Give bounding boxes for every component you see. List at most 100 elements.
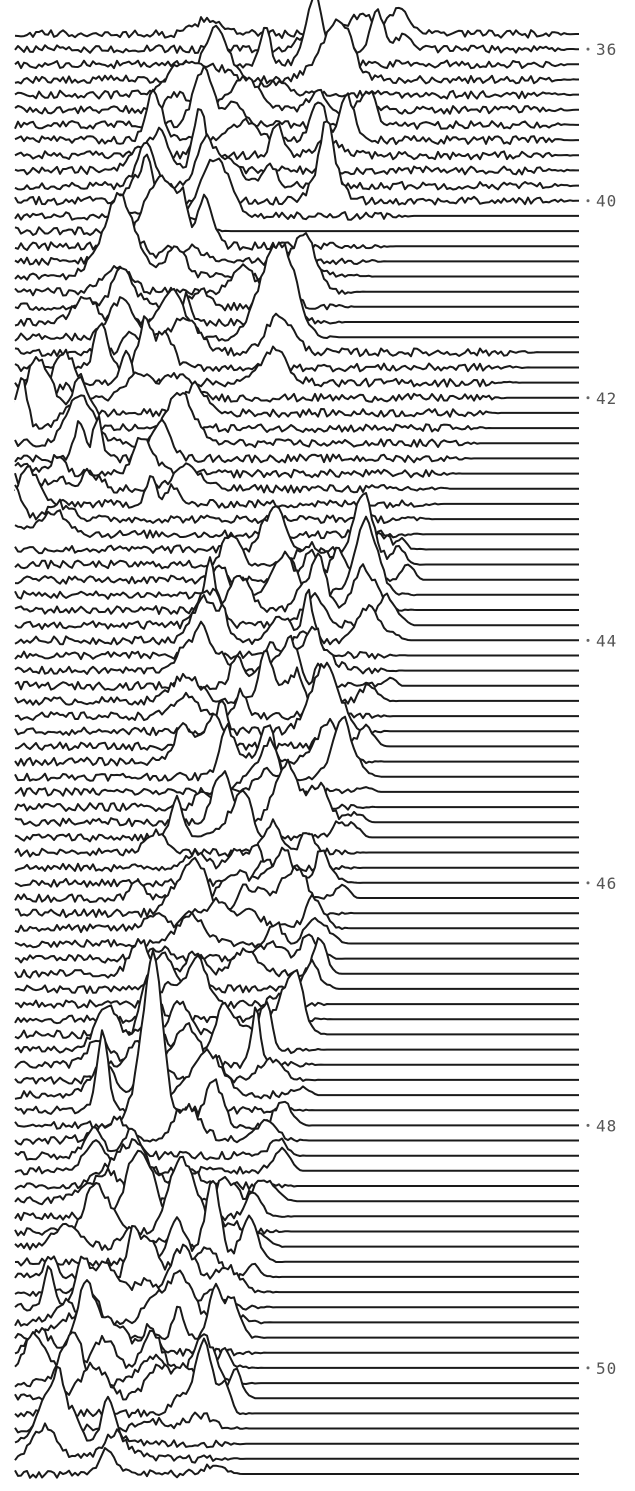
trace-fill: [15, 516, 579, 599]
trace-line: [14, 893, 579, 934]
trace-fill: [15, 553, 579, 614]
trace-line: [14, 1126, 579, 1161]
trace-line: [14, 634, 579, 691]
trace-line: [14, 315, 579, 373]
trace-line: [14, 505, 579, 555]
trace-fill: [15, 240, 579, 266]
trace-fill: [15, 650, 579, 705]
trace-fill: [15, 61, 579, 99]
trace-fill: [15, 466, 579, 508]
trace-line: [14, 1102, 579, 1146]
tick-labels-group: 36 40 42 44 46 48 50: [586, 40, 617, 1378]
trace-line: [14, 462, 579, 494]
trace-fill: [15, 955, 579, 1009]
tick-mark: [586, 47, 590, 51]
trace-fill: [15, 1150, 579, 1221]
tick-mark: [586, 396, 590, 400]
trace-line: [14, 0, 579, 70]
trace-line: [14, 391, 579, 449]
trace-line: [14, 933, 579, 964]
trace-line: [14, 587, 579, 630]
trace-line: [14, 1361, 579, 1403]
trace-line: [14, 1447, 579, 1479]
trace-line: [14, 133, 579, 191]
trace-line: [14, 758, 579, 828]
trace-line: [14, 1139, 579, 1176]
traces-group: [14, 0, 579, 1479]
trace-fill: [15, 724, 579, 751]
trace-fill: [15, 109, 579, 175]
trace-fill: [15, 493, 579, 569]
trace-line: [14, 484, 579, 524]
trace-line: [14, 75, 579, 115]
trace-line: [14, 843, 579, 873]
trace-line: [14, 65, 579, 130]
y-tick-label: 36: [596, 40, 617, 59]
trace-fill: [15, 588, 579, 630]
trace-line: [14, 1167, 579, 1206]
trace-fill: [15, 233, 579, 296]
trace-fill: [15, 316, 579, 372]
trace-line: [14, 509, 579, 540]
trace-line: [14, 60, 579, 100]
y-tick-label: 42: [596, 389, 617, 408]
trace-line: [14, 1180, 579, 1267]
trace-line: [14, 414, 579, 464]
trace-fill: [15, 894, 579, 933]
y-tick-label: 46: [596, 874, 617, 893]
trace-fill: [15, 242, 579, 342]
trace-fill: [15, 635, 579, 690]
trace-line: [14, 687, 579, 722]
y-tick-label: 48: [596, 1116, 617, 1135]
trace-line: [14, 6, 579, 39]
trace-line: [14, 661, 579, 737]
trace-fill: [15, 1139, 579, 1190]
trace-line: [14, 552, 579, 615]
trace-line: [14, 1365, 579, 1449]
tick-mark: [586, 881, 590, 885]
tick-mark: [586, 199, 590, 203]
trace-line: [14, 1029, 579, 1115]
trace-line: [14, 356, 579, 418]
y-tick-label: 44: [596, 631, 617, 650]
trace-fill: [15, 934, 579, 963]
trace-line: [14, 712, 579, 767]
trace-fill: [15, 175, 579, 251]
trace-fill: [15, 1407, 579, 1433]
trace-line: [14, 1138, 579, 1191]
trace-line: [14, 1001, 579, 1055]
trace-fill: [15, 819, 579, 857]
trace-fill: [15, 857, 579, 918]
trace-fill: [15, 1103, 579, 1145]
trace-line: [14, 1211, 579, 1251]
trace-line: [14, 377, 579, 434]
trace-line: [14, 465, 579, 509]
trace-line: [14, 122, 579, 161]
trace-fill: [15, 89, 579, 145]
trace-line: [14, 1279, 579, 1358]
trace-line: [14, 1422, 579, 1464]
trace-line: [14, 8, 579, 55]
trace-fill: [15, 1244, 579, 1297]
trace-line: [14, 911, 579, 949]
trace-line: [14, 492, 579, 570]
trace-fill: [15, 506, 579, 554]
tick-mark: [586, 1123, 590, 1127]
trace-fill: [15, 631, 579, 660]
trace-fill: [15, 510, 579, 539]
trace-fill: [15, 1270, 579, 1327]
trace-fill: [15, 1362, 579, 1403]
trace-line: [14, 371, 579, 403]
trace-fill: [15, 437, 579, 478]
trace-line: [14, 1329, 579, 1373]
trace-fill: [15, 970, 579, 1039]
trace-line: [14, 856, 579, 919]
trace-line: [14, 1255, 579, 1312]
trace-line: [14, 436, 579, 479]
trace-fill: [15, 1366, 579, 1448]
trace-line: [14, 18, 579, 85]
tick-mark: [586, 638, 590, 642]
trace-line: [14, 789, 579, 843]
